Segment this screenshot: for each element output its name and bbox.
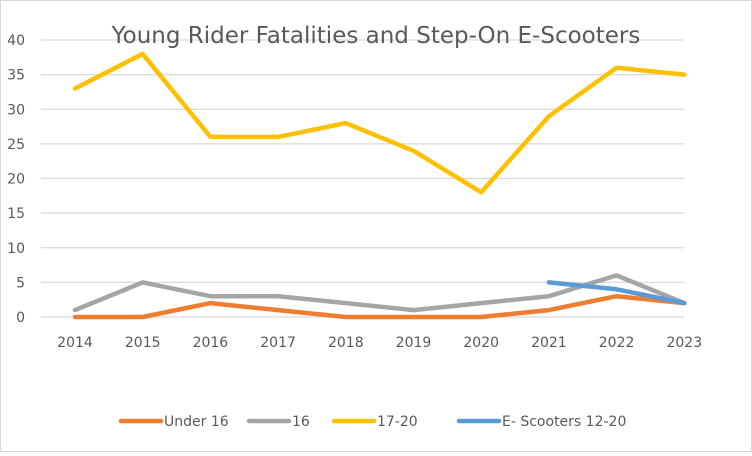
y-tick-label: 20 (7, 172, 25, 188)
x-tick-label: 2022 (599, 335, 635, 351)
y-tick-label: 5 (16, 275, 25, 291)
x-tick-label: 2018 (328, 335, 364, 351)
series-line-1 (75, 275, 684, 310)
legend-label: E- Scooters 12-20 (502, 414, 626, 430)
x-tick-label: 2017 (260, 335, 296, 351)
legend-item: E- Scooters 12-20 (459, 414, 626, 430)
chart-title: Young Rider Fatalities and Step-On E-Sco… (111, 23, 641, 49)
legend-label: Under 16 (164, 414, 229, 430)
y-tick-label: 0 (16, 310, 25, 326)
x-tick-label: 2021 (531, 335, 567, 351)
y-tick-label: 35 (7, 68, 25, 84)
x-axis-ticks: 2014 2015 2016 2017 2018 2019 2020 2021 2022 2023 (57, 335, 702, 351)
legend-label: 17-20 (377, 414, 418, 430)
y-tick-label: 15 (7, 206, 25, 222)
x-tick-label: 2016 (193, 335, 229, 351)
y-axis-ticks: 0 5 10 15 20 25 30 35 40 (7, 33, 25, 326)
x-tick-label: 2023 (666, 335, 702, 351)
y-tick-label: 30 (7, 102, 25, 118)
x-tick-label: 2019 (396, 335, 432, 351)
y-tick-label: 25 (7, 137, 25, 153)
y-tick-label: 40 (7, 33, 25, 49)
legend-item: 17-20 (334, 414, 418, 430)
legend: Under 16 16 17-20 E- Scooters 12-20 (121, 414, 626, 430)
series-lines (75, 54, 685, 317)
x-tick-label: 2014 (57, 335, 93, 351)
x-tick-label: 2020 (463, 335, 499, 351)
legend-item: Under 16 (121, 414, 229, 430)
legend-item: 16 (249, 414, 310, 430)
legend-label: 16 (292, 414, 310, 430)
y-tick-label: 10 (7, 241, 25, 257)
gridlines (41, 40, 684, 317)
x-tick-label: 2015 (125, 335, 161, 351)
